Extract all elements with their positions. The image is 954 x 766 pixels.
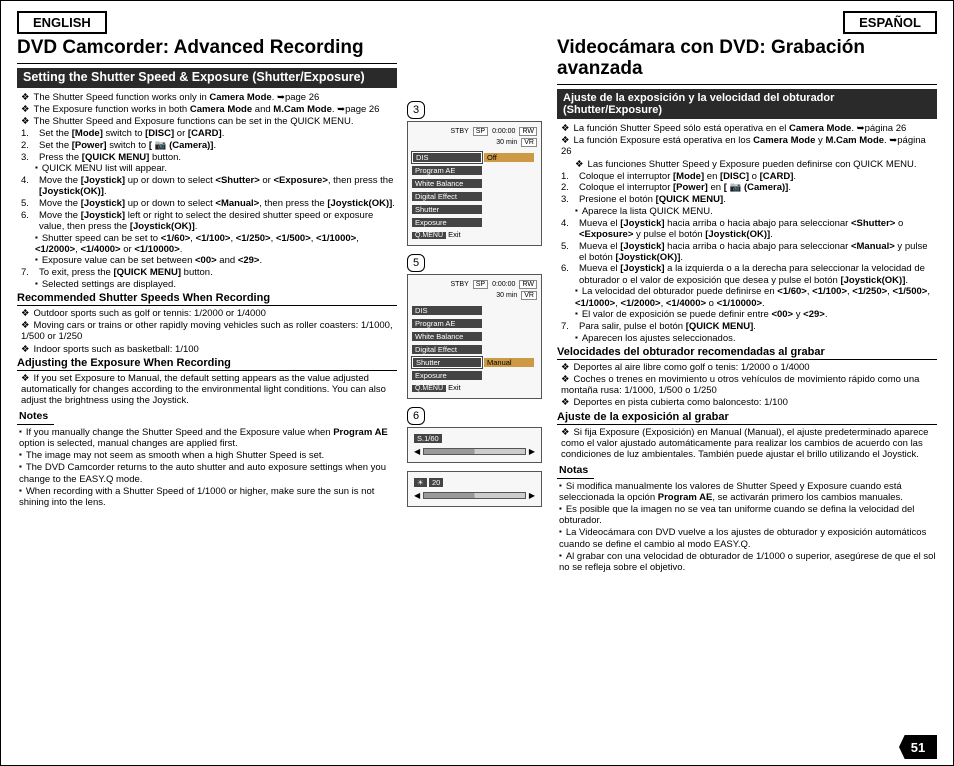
page-number-badge: 51 bbox=[899, 735, 937, 759]
lang-tab-english: ENGLISH bbox=[17, 11, 107, 34]
notes-label-en: Notes bbox=[17, 410, 54, 424]
badge-6: 6 bbox=[407, 407, 425, 425]
badge-5: 5 bbox=[407, 254, 425, 272]
notes-label-es: Notas bbox=[557, 464, 594, 478]
adj-header-es: Ajuste de la exposición al grabar bbox=[557, 411, 937, 425]
intro-3: The Shutter Speed and Exposure functions… bbox=[21, 116, 397, 127]
title-es: Videocámara con DVD: Grabación avanzada bbox=[557, 38, 937, 80]
title-en: DVD Camcorder: Advanced Recording bbox=[17, 38, 397, 59]
camera-screen-3: STBY SP 0:00:00 RW 30 minVR DISOff Progr… bbox=[407, 121, 542, 246]
english-column: ENGLISH DVD Camcorder: Advanced Recordin… bbox=[17, 11, 397, 761]
badge-3: 3 bbox=[407, 101, 425, 119]
camera-screen-5: STBY SP 0:00:00 RW 30 minVR DIS Program … bbox=[407, 274, 542, 399]
adj-header-en: Adjusting the Exposure When Recording bbox=[17, 357, 397, 371]
rec-header-es: Velocidades del obturador recomendadas a… bbox=[557, 346, 937, 360]
rec-header-en: Recommended Shutter Speeds When Recordin… bbox=[17, 292, 397, 306]
subbar-es: Ajuste de la exposición y la velocidad d… bbox=[557, 89, 937, 119]
intro-1: The Shutter Speed function works only in… bbox=[21, 92, 397, 103]
lang-tab-spanish: ESPAÑOL bbox=[843, 11, 937, 34]
intro-2: The Exposure function works in both Came… bbox=[21, 104, 397, 115]
center-figures: 3 STBY SP 0:00:00 RW 30 minVR DISOff Pro… bbox=[407, 11, 547, 761]
camera-screen-6a: S.1/60 ◀▶ bbox=[407, 427, 542, 463]
camera-screen-6b: ☀ 20 ◀▶ bbox=[407, 471, 542, 507]
spanish-column: ESPAÑOL Videocámara con DVD: Grabación a… bbox=[557, 11, 937, 761]
subbar-en: Setting the Shutter Speed & Exposure (Sh… bbox=[17, 68, 397, 88]
